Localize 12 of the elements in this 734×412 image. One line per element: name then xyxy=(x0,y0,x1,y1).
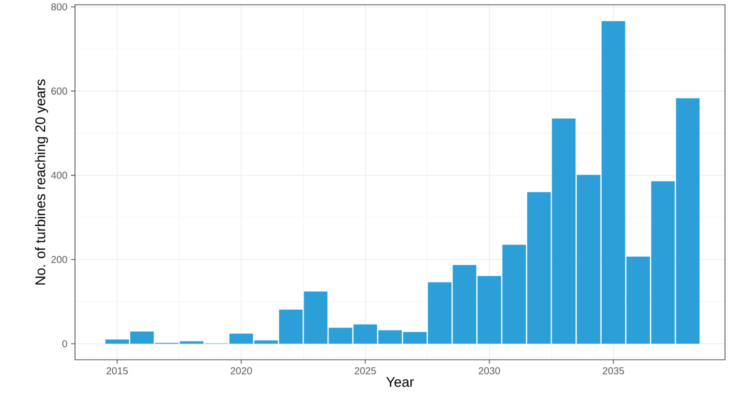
x-tick-label: 2025 xyxy=(354,367,376,374)
x-tick-label: 2035 xyxy=(602,367,624,374)
x-tick-label: 2020 xyxy=(230,367,252,374)
y-tick-label: 800 xyxy=(51,3,68,10)
x-tick-label: 2030 xyxy=(478,367,500,374)
x-tick-label: 2015 xyxy=(106,367,128,374)
y-tick-label: 0 xyxy=(62,340,68,348)
y-tick-label: 400 xyxy=(51,172,68,179)
y-axis-title: No. of turbines reaching 20 years xyxy=(35,80,48,285)
y-tick-label: 200 xyxy=(51,256,68,264)
x-axis-title: Year xyxy=(386,377,414,388)
y-tick-label: 600 xyxy=(51,88,68,95)
